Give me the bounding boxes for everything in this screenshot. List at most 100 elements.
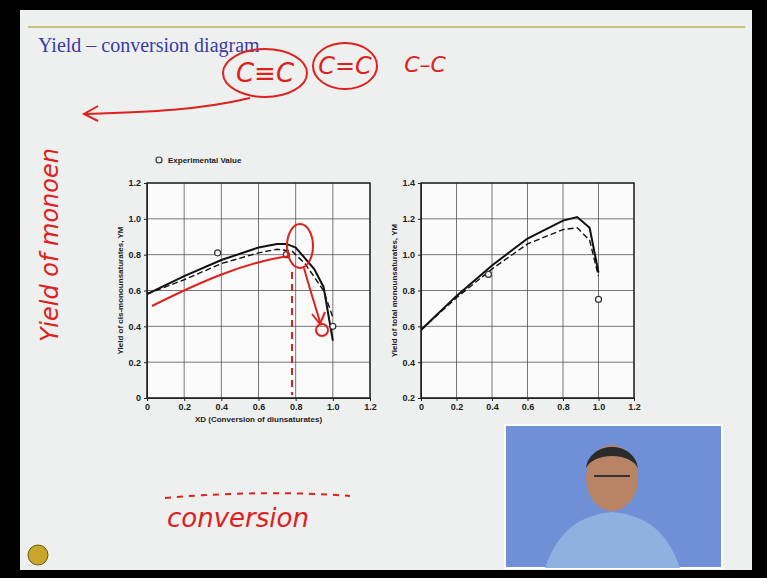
y-tick-mark bbox=[144, 362, 147, 363]
hand-circle bbox=[223, 49, 307, 97]
x-tick-mark bbox=[296, 398, 297, 401]
plot-background bbox=[147, 183, 370, 398]
handwritten-note: C–C bbox=[404, 52, 446, 77]
x-tick-label: 0 bbox=[419, 402, 424, 412]
presenter-hair bbox=[586, 447, 638, 468]
x-tick-mark bbox=[184, 398, 185, 401]
slide-canvas: Yield – conversion diagram00.20.40.60.81… bbox=[0, 0, 767, 578]
hand-dash bbox=[291, 272, 293, 395]
screen-border bbox=[0, 0, 767, 578]
y-tick: 0.2 bbox=[128, 358, 147, 368]
x-tick-mark bbox=[457, 398, 458, 401]
presenter-glasses bbox=[594, 475, 630, 477]
x-tick-label: 0 bbox=[145, 402, 150, 412]
x-tick: 0.6 bbox=[253, 398, 266, 412]
x-tick: 1.0 bbox=[593, 398, 606, 412]
series-line bbox=[421, 217, 599, 330]
y-tick: 0 bbox=[136, 393, 147, 403]
title-rule bbox=[28, 26, 745, 28]
y-tick-mark bbox=[144, 291, 147, 292]
x-tick: 0.2 bbox=[451, 398, 464, 412]
x-tick-mark bbox=[370, 398, 371, 401]
x-tick-label: 1.2 bbox=[628, 402, 641, 412]
grid bbox=[421, 183, 634, 398]
y-tick-label: 1.2 bbox=[128, 178, 141, 188]
grid-line-y bbox=[421, 254, 634, 255]
hand-underline bbox=[165, 493, 350, 498]
handwriting: C≡CC=CC–CYield of monoenconversion bbox=[36, 43, 446, 533]
hand-arrow bbox=[86, 98, 250, 114]
y-tick: 0.8 bbox=[402, 286, 421, 296]
y-tick-label: 0.4 bbox=[128, 322, 141, 332]
grid-line-y bbox=[147, 326, 370, 327]
y-tick: 0.6 bbox=[402, 322, 421, 332]
plot-frame bbox=[147, 183, 370, 398]
y-tick: 1.2 bbox=[402, 214, 421, 224]
hand-curve bbox=[152, 256, 290, 306]
legend-entry: Experimental Value bbox=[156, 156, 242, 165]
x-tick-label: 1.0 bbox=[593, 402, 606, 412]
y-tick: 1.0 bbox=[402, 250, 421, 260]
y-tick-label: 0.2 bbox=[402, 393, 415, 403]
experimental-point bbox=[330, 323, 336, 329]
grid-line-y bbox=[421, 362, 634, 363]
logo bbox=[28, 545, 48, 565]
x-tick: 0.6 bbox=[522, 398, 535, 412]
y-tick-mark bbox=[418, 398, 421, 399]
x-tick: 0 bbox=[145, 398, 150, 412]
hand-arrowhead bbox=[84, 106, 98, 121]
y-tick: 0.6 bbox=[128, 286, 147, 296]
legend-label: Experimental Value bbox=[168, 156, 242, 165]
x-tick-label: 0.2 bbox=[451, 402, 464, 412]
hand-arrow bbox=[304, 268, 320, 322]
y-tick-label: 0 bbox=[136, 393, 141, 403]
y-tick: 1.2 bbox=[128, 178, 147, 188]
y-axis-title: Yield of total monounsaturates, YM bbox=[390, 223, 399, 357]
x-axis-title: XD (Conversion of diunsaturates) bbox=[195, 415, 322, 424]
experimental-point bbox=[485, 271, 491, 277]
y-tick-label: 1.0 bbox=[128, 214, 141, 224]
presenter-head bbox=[586, 445, 638, 511]
x-tick-mark bbox=[563, 398, 564, 401]
y-axis-title: Yield of cis-monounsaturates, YM bbox=[116, 226, 125, 354]
x-axis: 00.20.40.60.81.01.2 bbox=[419, 398, 641, 412]
grid bbox=[147, 183, 370, 398]
plot-background bbox=[421, 183, 634, 398]
x-tick: 1.0 bbox=[327, 398, 340, 412]
video-background bbox=[505, 425, 722, 568]
y-tick-mark bbox=[418, 326, 421, 327]
handwritten-note: C=C bbox=[318, 52, 372, 80]
y-tick: 0.2 bbox=[402, 393, 421, 403]
x-tick: 0 bbox=[419, 398, 424, 412]
x-tick-label: 0.2 bbox=[178, 402, 191, 412]
y-tick: 1.4 bbox=[402, 178, 421, 188]
series-line bbox=[421, 228, 599, 330]
x-tick-label: 0.8 bbox=[557, 402, 570, 412]
chart-panel: 00.20.40.60.81.01.200.20.40.60.81.01.2XD… bbox=[116, 156, 377, 424]
x-tick-mark bbox=[492, 398, 493, 401]
handwritten-note: C≡C bbox=[236, 58, 295, 88]
video-frame bbox=[505, 425, 722, 568]
x-tick: 0.4 bbox=[216, 398, 229, 412]
x-tick: 1.2 bbox=[628, 398, 641, 412]
video-inset bbox=[505, 425, 722, 568]
data-marks bbox=[421, 217, 602, 330]
x-tick-label: 1.2 bbox=[364, 402, 377, 412]
legend-key bbox=[156, 157, 162, 163]
y-tick-label: 0.6 bbox=[128, 286, 141, 296]
x-tick-mark bbox=[528, 398, 529, 401]
y-tick-label: 0.8 bbox=[402, 286, 415, 296]
y-tick-mark bbox=[418, 219, 421, 220]
hand-arrowhead bbox=[312, 312, 325, 324]
x-tick-label: 0.6 bbox=[522, 402, 535, 412]
data-marks bbox=[147, 244, 336, 341]
x-tick-label: 0.8 bbox=[290, 402, 303, 412]
x-tick-label: 0.4 bbox=[216, 402, 229, 412]
slide-background bbox=[20, 10, 752, 570]
y-tick-mark bbox=[144, 398, 147, 399]
y-tick-mark bbox=[418, 291, 421, 292]
y-tick: 0.4 bbox=[128, 322, 147, 332]
y-axis: 0.20.40.60.81.01.21.4 bbox=[402, 178, 421, 403]
x-tick: 0.8 bbox=[557, 398, 570, 412]
y-tick-mark bbox=[144, 183, 147, 184]
